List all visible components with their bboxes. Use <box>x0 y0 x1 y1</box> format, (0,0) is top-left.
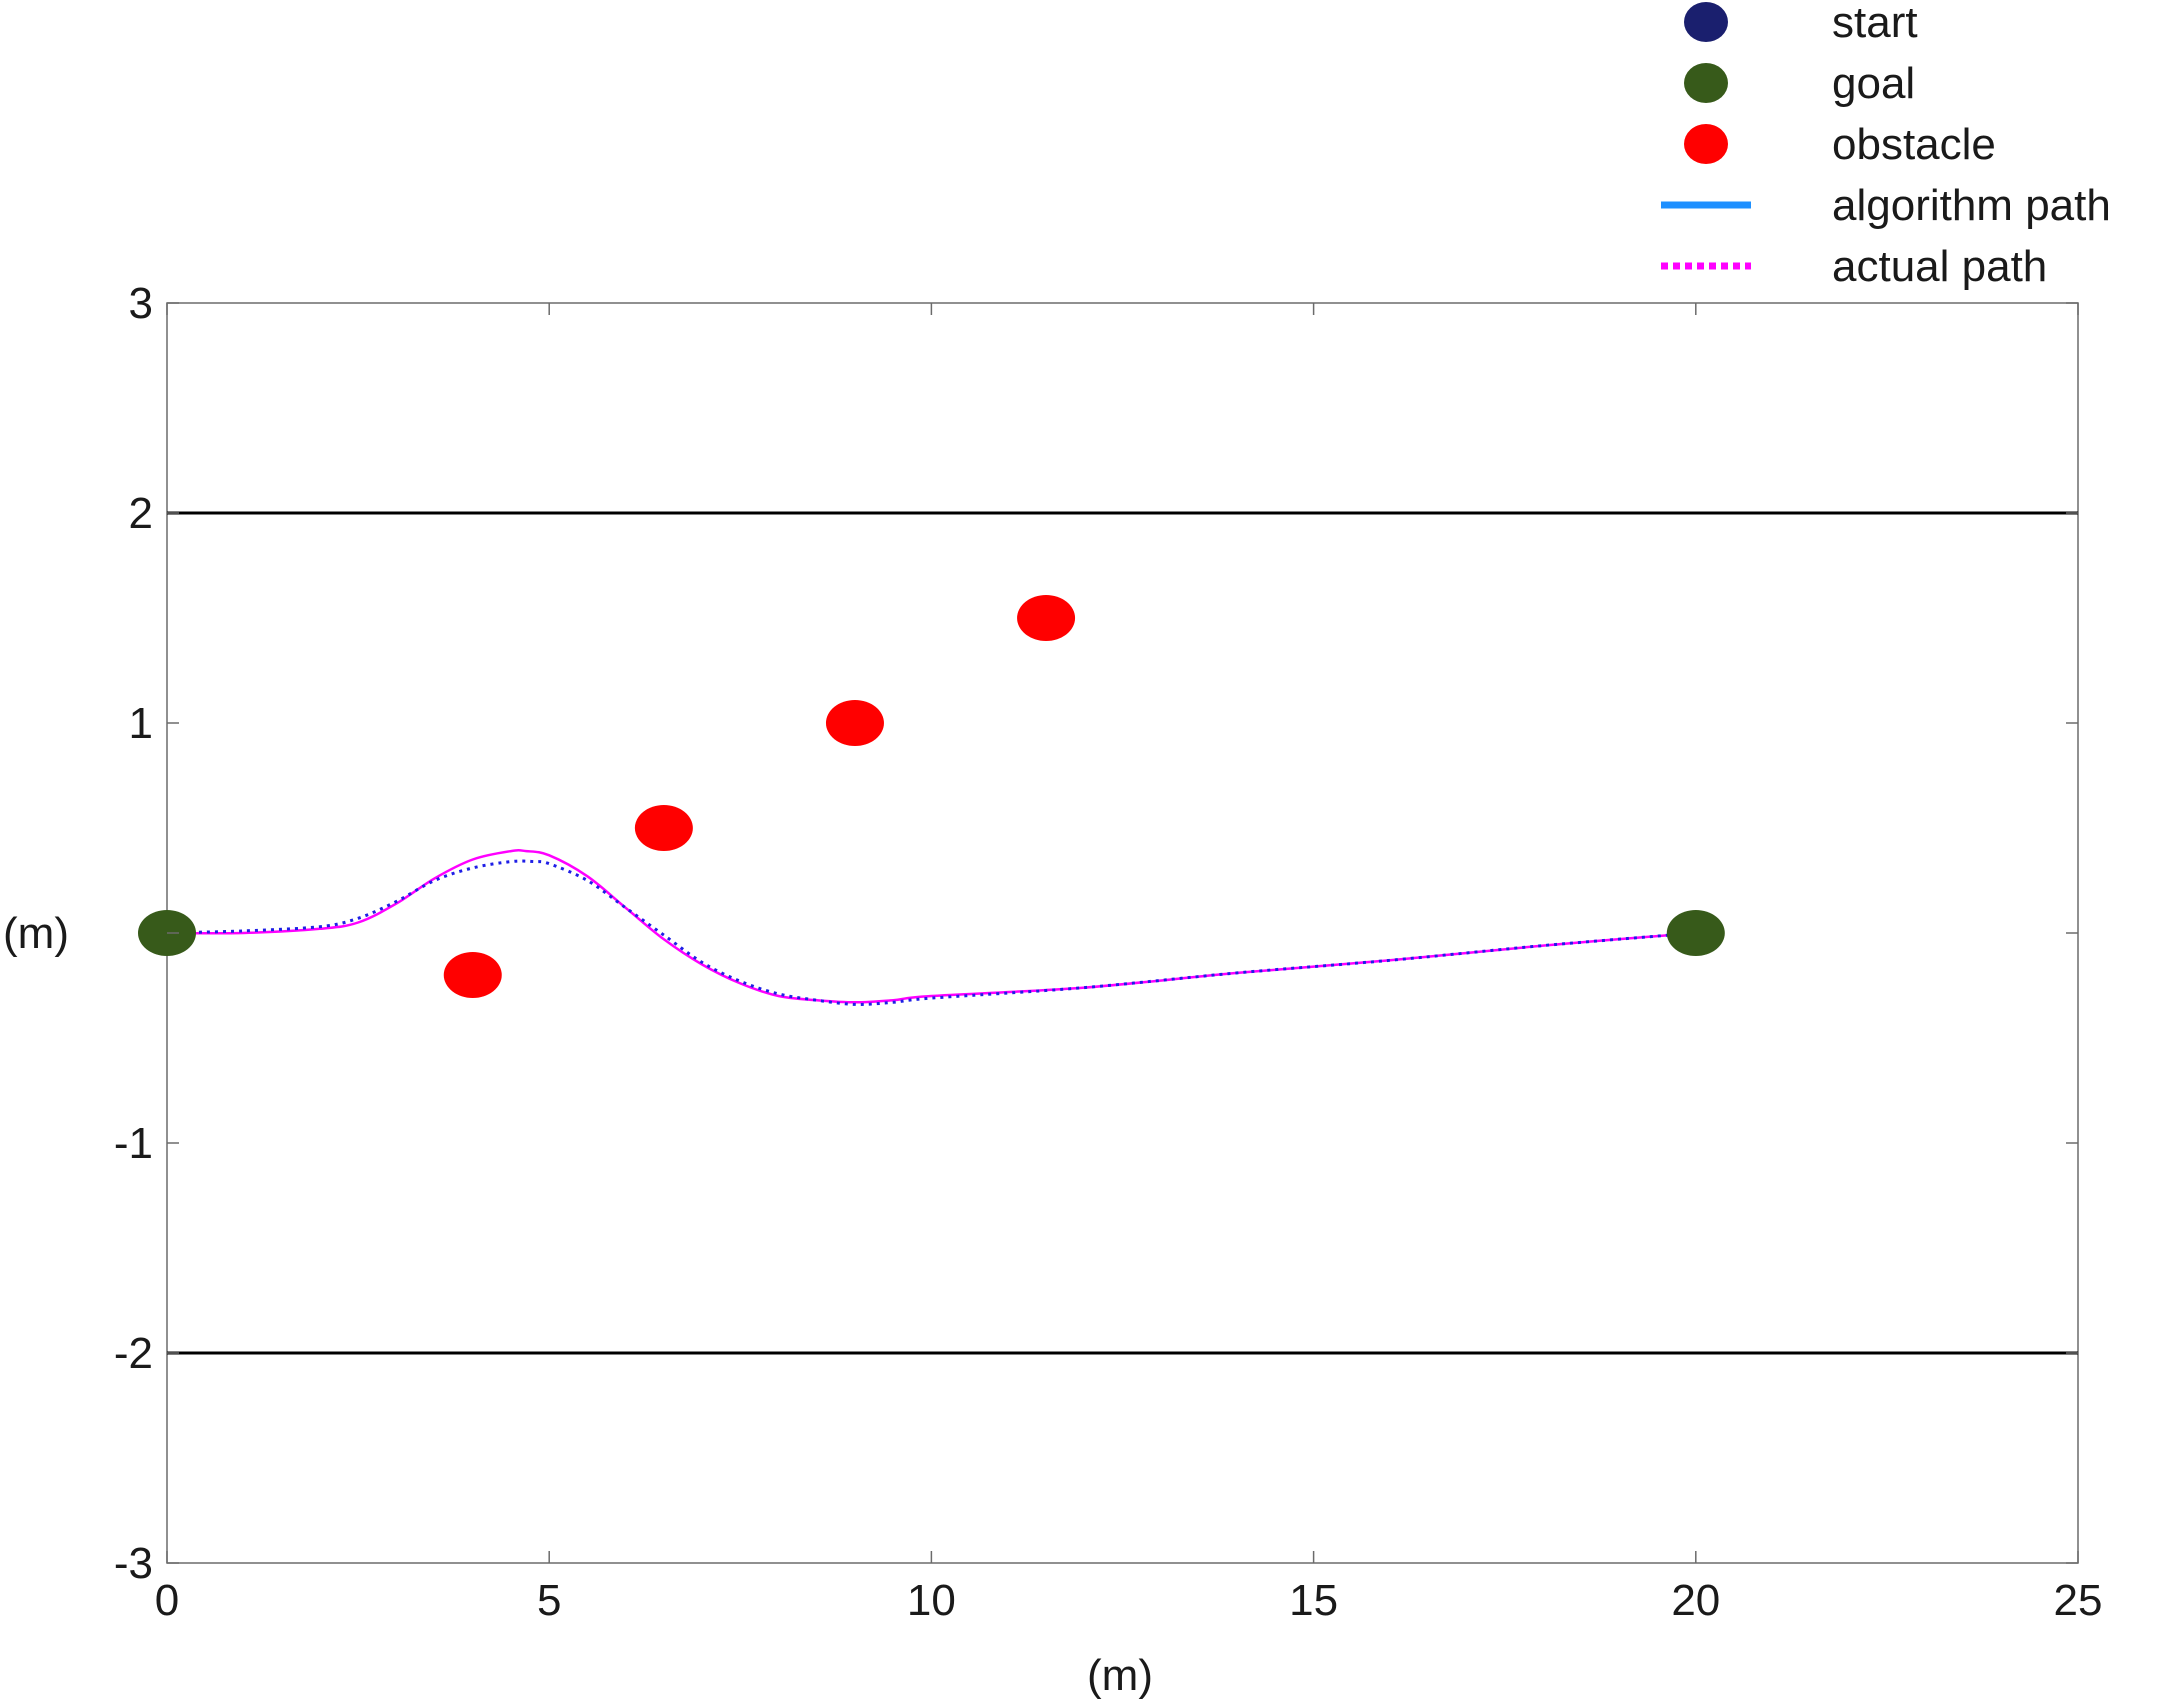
obstacle-marker <box>825 700 884 746</box>
legend: start goal obstacle algorithm path actual pa… <box>1661 0 2111 291</box>
y-tick-label: -2 <box>114 1329 153 1378</box>
x-tick-label: 25 <box>2054 1576 2103 1625</box>
solid-path-line <box>166 849 1696 1004</box>
dotted-path-line <box>166 859 1696 1006</box>
obstacle-marker <box>634 805 693 851</box>
x-tick-label: 0 <box>155 1576 179 1625</box>
legend-label: goal <box>1832 59 1915 108</box>
markers <box>138 595 1725 998</box>
legend-label: actual path <box>1832 242 2047 291</box>
legend-marker <box>1684 63 1728 103</box>
x-tick-label: 5 <box>537 1576 561 1625</box>
legend-label: algorithm path <box>1832 181 2111 230</box>
x-tick-label: 20 <box>1671 1576 1720 1625</box>
legend-marker <box>1684 2 1728 42</box>
plot-border <box>166 302 2079 1564</box>
x-axis-label: (m) <box>1087 1651 1153 1700</box>
legend-marker <box>1684 124 1728 164</box>
y-tick-label: 2 <box>129 489 153 538</box>
legend-label: obstacle <box>1832 120 1996 169</box>
y-axis-label: (m) <box>3 909 69 958</box>
x-tick-label: 10 <box>907 1576 956 1625</box>
paths <box>166 849 1696 1006</box>
y-tick-label: 3 <box>129 279 153 328</box>
ticks: 0 5 10 15 20 25 -3 -2 -1 1 2 3 <box>114 279 2103 1625</box>
y-tick-label: -3 <box>114 1539 153 1588</box>
x-tick-label: 15 <box>1289 1576 1338 1625</box>
road-boundaries <box>167 511 2078 1355</box>
obstacle-marker <box>1017 595 1076 641</box>
obstacle-marker <box>443 952 502 998</box>
y-tick-label: -1 <box>114 1119 153 1168</box>
legend-label: start <box>1832 0 1918 47</box>
goal-marker <box>1666 910 1725 956</box>
plot-area <box>166 302 2079 1564</box>
y-tick-label: 1 <box>129 699 153 748</box>
